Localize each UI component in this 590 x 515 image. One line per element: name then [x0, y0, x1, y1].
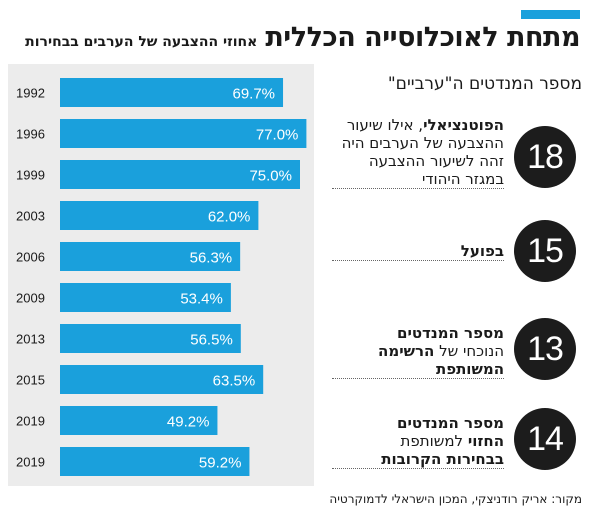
year-label: 1999 [16, 168, 45, 183]
bar-value-label: 63.5% [213, 373, 256, 390]
year-label: 2019 [16, 455, 45, 470]
stat-line2-plain: הנוכחי של [434, 342, 504, 360]
bar-value-label: 75.0% [249, 168, 292, 185]
bar [60, 201, 259, 230]
bar [60, 242, 241, 271]
bar-value-label: 69.7% [232, 86, 275, 103]
stat-description: בפועל [332, 242, 504, 261]
year-label: 2003 [16, 209, 45, 224]
seats-heading: מספר המנדטים ה"ערביים" [387, 74, 582, 94]
bar-value-label: 62.0% [208, 209, 251, 226]
bar-value-label: 53.4% [180, 291, 223, 308]
stat-line1: מספר המנדטים [397, 414, 504, 432]
page-title: מתחת לאוכלוסייה הכללית [265, 22, 580, 53]
header-accent-bar [521, 10, 580, 19]
year-label: 2009 [16, 291, 45, 306]
bar-value-label: 56.3% [190, 250, 233, 267]
bar [60, 78, 284, 107]
stat-line3-bold: בבחירות הקרובות [381, 450, 504, 468]
bar-value-label: 49.2% [167, 414, 210, 431]
bar [60, 447, 250, 476]
bar-value-label: 56.5% [190, 332, 233, 349]
chart-panel: 1992 69.7% 1996 77.0% 1999 75.0% 2003 62.0% 2006… [8, 64, 314, 486]
stat-bold-text: הפוטנציאלי [423, 116, 504, 134]
stat-circle: 15 [514, 220, 576, 282]
bar-value-label: 59.2% [199, 455, 242, 472]
header: מתחת לאוכלוסייה הכללית אחוזי ההצבעה של ה… [10, 22, 580, 58]
stat-circle: 13 [514, 318, 576, 380]
bar [60, 160, 300, 189]
year-label: 2006 [16, 250, 45, 265]
stat-circle: 18 [514, 126, 576, 188]
seats-panel: מספר המנדטים ה"ערביים" 18 הפוטנציאלי, אי… [326, 64, 582, 486]
stat-line2-bold: החזוי [467, 432, 504, 450]
bar [60, 365, 264, 394]
year-label: 2013 [16, 332, 45, 347]
stat-circle: 14 [514, 408, 576, 470]
stat-line1: מספר המנדטים [397, 324, 504, 342]
stat-text: , אילו שיעור ההצבעה של הערבים היה זהה לש… [341, 116, 504, 188]
bar [60, 324, 241, 353]
year-label: 2015 [16, 373, 45, 388]
bar-value-label: 77.0% [256, 127, 299, 144]
source-note: מקור: אריק רודניצקי, המכון הישראלי לדמוק… [329, 492, 582, 506]
stat-bold-text: בפועל [460, 242, 504, 260]
stat-description: הפוטנציאלי, אילו שיעור ההצבעה של הערבים … [332, 116, 504, 189]
stat-line2-plain: למשותפת [400, 432, 468, 450]
year-label: 1992 [16, 86, 45, 101]
year-label: 1996 [16, 127, 45, 142]
page-subtitle: אחוזי ההצבעה של הערבים בבחירות [25, 34, 258, 50]
stat-description: מספר המנדטים החזוי למשותפת בבחירות הקרובות [332, 414, 504, 469]
bar [60, 283, 231, 312]
bar-chart: 1992 69.7% 1996 77.0% 1999 75.0% 2003 62.0% 2006… [16, 78, 307, 476]
bar [60, 406, 218, 435]
stat-line2-bold: הרשימה המשותפת [378, 342, 504, 378]
stat-description: מספר המנדטים הנוכחי של הרשימה המשותפת [332, 324, 504, 379]
bar [60, 119, 307, 148]
year-label: 2019 [16, 414, 45, 429]
